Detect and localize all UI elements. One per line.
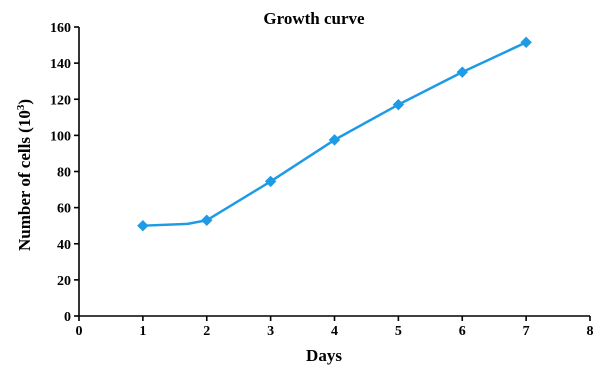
x-tick-label: 3 bbox=[267, 324, 274, 339]
x-tick-label: 0 bbox=[76, 324, 83, 339]
y-ticks: 0 20 40 60 80 100 120 140 160 bbox=[50, 21, 79, 325]
series-layer bbox=[137, 36, 532, 232]
y-axis-label-end: ) bbox=[15, 99, 34, 105]
data-point-marker bbox=[328, 134, 341, 146]
y-tick-label: 80 bbox=[57, 166, 71, 181]
x-tick-label: 2 bbox=[203, 324, 210, 339]
x-tick-label: 1 bbox=[139, 324, 146, 339]
data-point-marker bbox=[456, 66, 468, 78]
x-tick-label: 7 bbox=[523, 324, 530, 339]
x-axis-label: Days bbox=[306, 346, 342, 365]
y-tick-label: 40 bbox=[57, 238, 71, 253]
x-ticks: 0 1 2 3 4 5 6 7 8 bbox=[76, 316, 594, 339]
y-axis-label-main: Number of cells (10 bbox=[15, 110, 34, 251]
x-tick-label: 6 bbox=[459, 324, 466, 339]
data-point-marker bbox=[392, 98, 405, 111]
x-tick-label: 4 bbox=[331, 324, 338, 339]
y-tick-label: 60 bbox=[57, 202, 71, 217]
series-line bbox=[142, 41, 527, 227]
y-axis-label-superscript: 3 bbox=[15, 104, 27, 110]
data-point-marker bbox=[201, 214, 213, 226]
y-tick-label: 120 bbox=[50, 93, 71, 108]
chart-title: Growth curve bbox=[263, 9, 365, 28]
axes bbox=[78, 27, 590, 317]
data-point-marker bbox=[520, 36, 532, 49]
x-tick-label: 5 bbox=[395, 324, 402, 339]
y-tick-label: 140 bbox=[50, 57, 71, 72]
data-point-marker bbox=[137, 219, 149, 232]
x-tick-label: 8 bbox=[587, 324, 594, 339]
y-tick-label: 160 bbox=[50, 21, 71, 36]
y-tick-label: 100 bbox=[50, 129, 71, 144]
y-tick-label: 0 bbox=[64, 310, 71, 325]
y-axis-label: Number of cells (103) bbox=[15, 99, 34, 251]
y-tick-label: 20 bbox=[57, 274, 71, 289]
data-point-marker bbox=[264, 175, 277, 188]
